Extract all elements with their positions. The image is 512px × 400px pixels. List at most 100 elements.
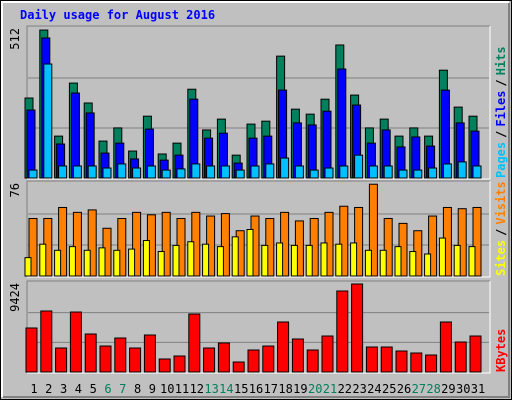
bar	[368, 183, 378, 277]
bar	[202, 243, 210, 277]
bar	[128, 248, 136, 277]
bar	[129, 347, 142, 373]
bar	[280, 157, 290, 179]
bar	[354, 154, 364, 179]
x-tick-label: 17	[264, 382, 278, 396]
legend-entry: KBytes	[494, 329, 508, 372]
bar	[383, 165, 393, 179]
x-tick-label: 24	[367, 382, 381, 396]
bar	[276, 242, 284, 277]
bar	[428, 215, 438, 277]
x-tick-label: 26	[397, 382, 411, 396]
bar	[40, 310, 53, 373]
bar	[99, 345, 112, 373]
bar	[220, 213, 230, 277]
bar	[410, 352, 423, 373]
bar	[43, 63, 53, 179]
bar	[261, 244, 269, 277]
legend-entry: Hits	[494, 46, 508, 75]
bar	[305, 244, 313, 277]
bar	[291, 338, 304, 373]
bar	[54, 249, 62, 277]
x-tick-label: 27	[412, 382, 426, 396]
panel-frame-light	[27, 281, 491, 374]
bar	[250, 165, 260, 179]
bar	[113, 249, 121, 277]
bar	[438, 237, 446, 277]
bar	[158, 358, 171, 373]
bevel-dark	[3, 3, 510, 398]
bar	[68, 246, 76, 277]
bar	[428, 167, 438, 179]
bar	[70, 92, 80, 179]
legend: Pages / Files / Hits	[494, 46, 508, 178]
bar	[161, 211, 171, 277]
bar	[28, 169, 38, 179]
bar	[206, 165, 216, 179]
bar	[336, 290, 349, 373]
panel-frame-dark	[26, 180, 490, 277]
bar	[187, 241, 195, 277]
bar	[173, 355, 186, 373]
bar	[424, 253, 432, 277]
x-tick-label: 19	[293, 382, 307, 396]
bar	[176, 168, 186, 179]
bar	[394, 246, 402, 277]
bar	[69, 311, 82, 373]
bar	[453, 244, 461, 277]
bar	[324, 167, 334, 179]
bar	[339, 165, 349, 179]
legend-entry: Files	[494, 91, 508, 127]
bar	[58, 165, 68, 179]
bar	[232, 361, 245, 373]
x-tick-label: 4	[75, 382, 82, 396]
x-tick-label: 21	[323, 382, 337, 396]
chart-title: Daily usage for August 2016	[20, 8, 215, 22]
bar	[309, 169, 319, 179]
bar	[246, 229, 254, 277]
bar	[439, 321, 452, 373]
bar	[132, 167, 142, 179]
bar	[235, 169, 245, 179]
bar	[102, 167, 112, 179]
bar	[335, 243, 343, 277]
bar	[383, 217, 393, 277]
bar	[98, 247, 106, 277]
bar	[472, 165, 482, 179]
bar	[339, 205, 349, 277]
x-tick-label: 15	[234, 382, 248, 396]
bar	[469, 335, 482, 373]
legend-entry: Visits	[494, 181, 508, 224]
x-tick-label: 9	[149, 382, 156, 396]
bar	[365, 346, 378, 373]
x-tick-label: 8	[134, 382, 141, 396]
bar	[457, 161, 467, 179]
x-tick-label: 14	[219, 382, 233, 396]
panel-frame-light	[27, 181, 491, 278]
legend-separator: /	[494, 131, 508, 138]
x-tick-label: 12	[190, 382, 204, 396]
bar	[28, 217, 38, 277]
bar	[454, 341, 467, 373]
bar	[191, 163, 201, 179]
x-tick-label: 3	[60, 382, 67, 396]
bar	[379, 249, 387, 277]
x-tick-label: 10	[160, 382, 174, 396]
x-tick-label: 16	[249, 382, 263, 396]
x-tick-label: 11	[175, 382, 189, 396]
bar	[157, 251, 165, 277]
bar	[58, 206, 68, 277]
bar	[117, 163, 127, 179]
bar	[468, 246, 476, 277]
bar	[262, 345, 275, 373]
bar	[172, 244, 180, 277]
x-tick-label: 25	[382, 382, 396, 396]
bar	[265, 163, 275, 179]
bar	[55, 347, 68, 373]
bar	[72, 211, 82, 277]
legend: KBytes	[494, 329, 508, 372]
bar	[472, 206, 482, 277]
bar	[277, 321, 290, 373]
legend: Sites / Visits	[494, 181, 508, 276]
